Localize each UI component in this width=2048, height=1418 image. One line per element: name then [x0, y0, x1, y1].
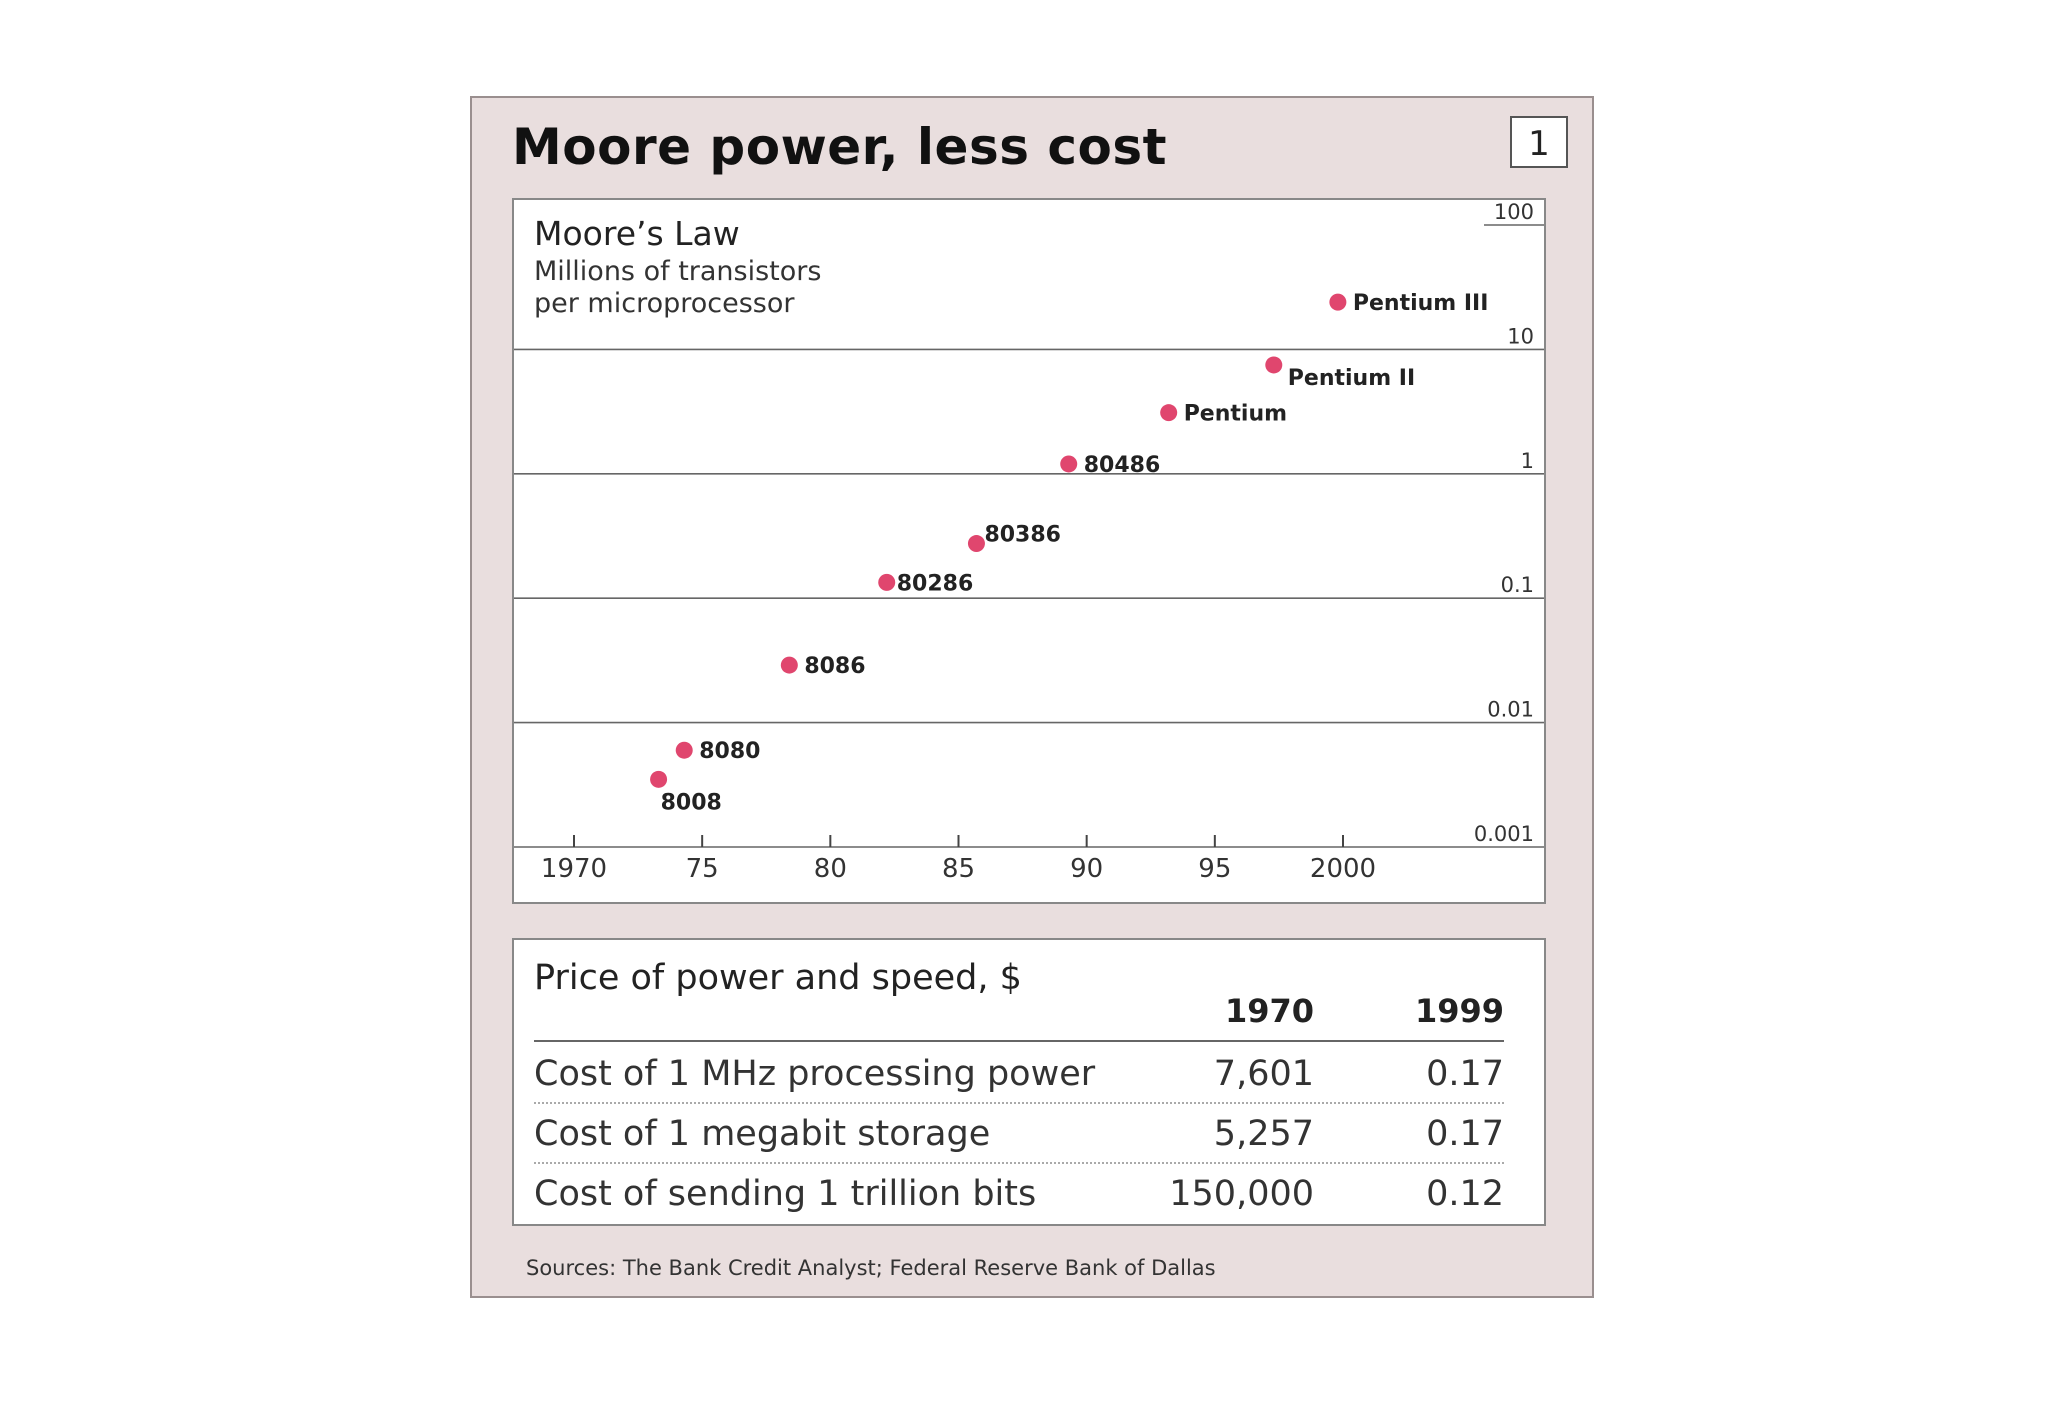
row-label: Cost of 1 megabit storage — [534, 1114, 991, 1154]
data-point-80386 — [967, 535, 985, 553]
value-1970: 7,601 — [1213, 1054, 1314, 1094]
data-point-pentium-ii — [1265, 356, 1283, 374]
moores-law-chart: 100 10 1 0.1 0.01 0.001 1970 75 80 85 90 95 2000 8008… — [512, 198, 1546, 904]
data-label: 8008 — [661, 790, 722, 815]
data-label: 80386 — [984, 523, 1061, 548]
x-tick-label: 80 — [814, 854, 847, 884]
x-tick-label: 90 — [1070, 854, 1103, 884]
table-row: Cost of 1 MHz processing power 7,601 0.1… — [534, 1044, 1504, 1104]
value-1999: 0.12 — [1426, 1174, 1504, 1214]
data-point-8086 — [780, 656, 798, 674]
table-row: Cost of sending 1 trillion bits 150,000 … — [534, 1164, 1504, 1222]
x-tick-label: 95 — [1198, 854, 1231, 884]
row-label: Cost of 1 MHz processing power — [534, 1054, 1096, 1094]
x-tick-label: 2000 — [1310, 854, 1376, 884]
data-label: Pentium — [1184, 402, 1287, 427]
x-tick-label: 75 — [686, 854, 719, 884]
sources-note: Sources: The Bank Credit Analyst; Federa… — [526, 1256, 1216, 1280]
value-1999: 0.17 — [1426, 1114, 1504, 1154]
y-tick-label: 0.001 — [1474, 822, 1534, 846]
value-1999: 0.17 — [1426, 1054, 1504, 1094]
y-tick-label: 1 — [1521, 449, 1534, 473]
column-header-1999: 1999 — [1414, 992, 1504, 1030]
x-tick-label: 85 — [942, 854, 975, 884]
chart-subtitle: Millions of transistors per microprocess… — [534, 256, 822, 319]
x-tick-label: 1970 — [541, 854, 607, 884]
chart-svg: 100 10 1 0.1 0.01 0.001 1970 75 80 85 90 95 2000 8008… — [514, 200, 1544, 884]
y-tick-label: 0.01 — [1487, 698, 1534, 722]
data-point-80286 — [878, 573, 896, 591]
y-tick-label: 10 — [1507, 324, 1534, 348]
data-label: Pentium III — [1353, 291, 1489, 316]
data-point-8008 — [650, 770, 668, 788]
panel-title: Moore power, less cost — [512, 118, 1168, 176]
data-point-pentium-iii — [1329, 293, 1347, 311]
data-label: Pentium II — [1288, 366, 1415, 391]
y-tick-label: 0.1 — [1501, 573, 1534, 597]
header-rule — [534, 1040, 1504, 1042]
data-point-pentium — [1160, 404, 1178, 422]
value-1970: 150,000 — [1169, 1174, 1314, 1214]
data-point-8080 — [675, 741, 693, 759]
price-table: Price of power and speed, $ 1970 1999 Co… — [512, 938, 1546, 1226]
row-label: Cost of sending 1 trillion bits — [534, 1174, 1037, 1214]
table-row: Cost of 1 megabit storage 5,257 0.17 — [534, 1104, 1504, 1164]
price-table-title: Price of power and speed, $ — [534, 958, 1022, 998]
value-1970: 5,257 — [1213, 1114, 1314, 1154]
data-label: 80486 — [1084, 453, 1161, 478]
data-label: 8080 — [699, 739, 760, 764]
column-header-1970: 1970 — [1224, 992, 1314, 1030]
chart-title: Moore’s Law — [534, 214, 740, 253]
panel-number: 1 — [1510, 116, 1568, 168]
data-point-80486 — [1060, 455, 1078, 473]
data-label: 8086 — [804, 654, 865, 679]
y-tick-label: 100 — [1494, 200, 1534, 224]
data-label: 80286 — [897, 571, 974, 596]
infographic-panel: Moore power, less cost 1 100 10 1 0.1 0.01 0.… — [470, 96, 1594, 1298]
